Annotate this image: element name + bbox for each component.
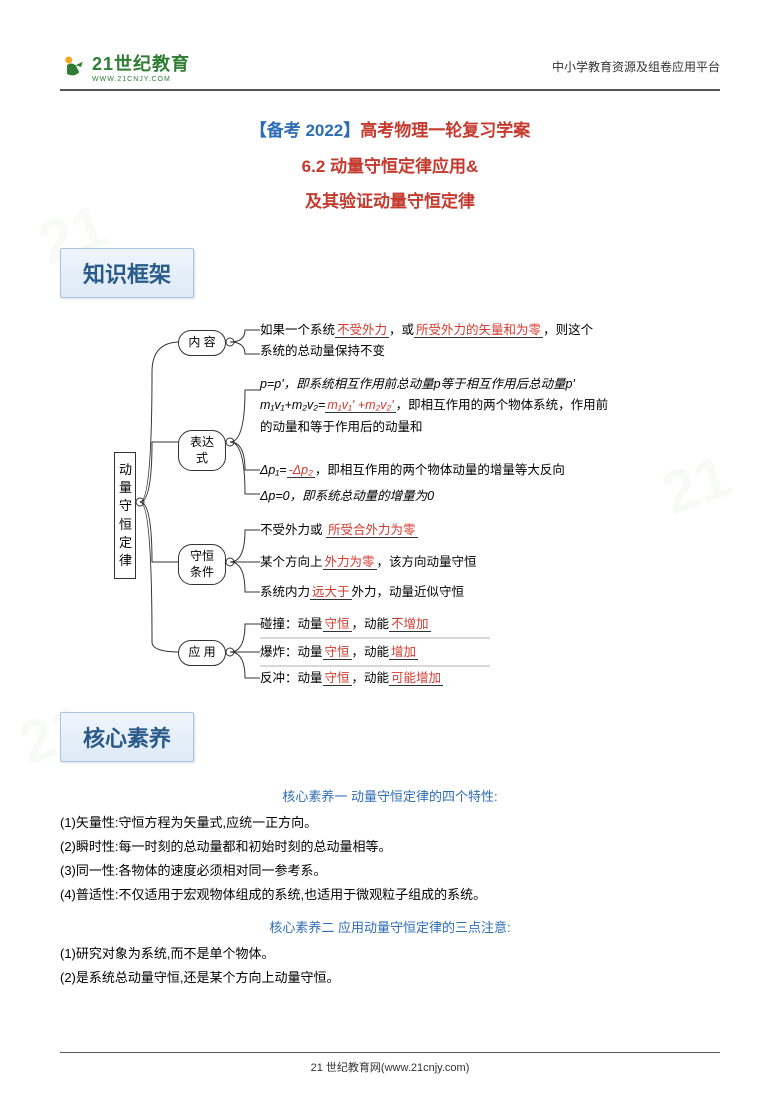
fill: 外力为零: [323, 555, 377, 570]
subheading-2: 核心素养二 应用动量守恒定律的三点注意:: [60, 917, 720, 936]
logo: 21世纪教育 WWW.21CNJY.COM: [60, 50, 190, 83]
fill: 不受外力: [335, 323, 389, 338]
content-c3c: 系统内力远大于外力，动量近似守恒: [260, 582, 464, 603]
text: ，动能: [352, 645, 390, 659]
list-item: (2)瞬时性:每一时刻的总动量都和初始时刻的总动量相等。: [60, 835, 720, 859]
title-line3: 及其验证动量守恒定律: [60, 184, 720, 220]
title-line2: 6.2 动量守恒定律应用&: [60, 149, 720, 185]
title-bracket: 【备考 2022】: [250, 121, 361, 140]
content-c4c: 反冲：动量守恒，动能可能增加: [260, 668, 443, 689]
node-application: 应 用: [178, 640, 226, 666]
logo-text: 21世纪教育: [92, 50, 190, 76]
title-block: 【备考 2022】高考物理一轮复习学案 6.2 动量守恒定律应用& 及其验证动量…: [60, 113, 720, 220]
page-footer: 21 世纪教育网(www.21cnjy.com): [0, 1052, 780, 1075]
footer-text: 21 世纪教育网(www.21cnjy.com): [311, 1062, 470, 1074]
list-item: (1)矢量性:守恒方程为矢量式,应统一正方向。: [60, 811, 720, 835]
section-core-literacy: 核心素养: [60, 712, 194, 762]
fill: 守恒: [323, 671, 352, 686]
text: 系统的总动量保持不变: [260, 344, 385, 358]
text: ，动能: [352, 671, 390, 685]
text: 不受外力或: [260, 523, 323, 537]
list-item: (4)普适性:不仅适用于宏观物体组成的系统,也适用于微观粒子组成的系统。: [60, 883, 720, 907]
text: ，则这个: [543, 323, 593, 337]
text: Δp₁=: [260, 463, 287, 477]
sub2-list: (1)研究对象为系统,而不是单个物体。 (2)是系统总动量守恒,还是某个方向上动…: [60, 942, 720, 990]
page-header: 21世纪教育 WWW.21CNJY.COM 中小学教育资源及组卷应用平台: [60, 50, 720, 91]
section-knowledge-framework: 知识框架: [60, 248, 194, 298]
node-condition: 守恒 条件: [178, 544, 226, 585]
logo-url: WWW.21CNJY.COM: [92, 76, 190, 83]
content-c2: p=p'，即系统相互作用前总动量p等于相互作用后总动量p' m₁v₁+m₂v₂=…: [260, 374, 720, 438]
content-c1: 如果一个系统不受外力，或所受外力的矢量和为零，则这个 系统的总动量保持不变: [260, 320, 710, 363]
text: 如果一个系统: [260, 323, 335, 337]
logo-icon: [60, 53, 88, 81]
content-c2e: Δp=0，即系统总动量的增量为0: [260, 486, 720, 507]
title-rest: 高考物理一轮复习学案: [360, 121, 530, 140]
text: 系统内力: [260, 585, 310, 599]
content-c3b: 某个方向上外力为零，该方向动量守恒: [260, 552, 477, 573]
fill: 所受合外力为零: [326, 523, 418, 538]
content-c3a: 不受外力或 所受合外力为零: [260, 520, 418, 541]
fill: -Δp₂: [287, 463, 315, 478]
text: 碰撞：动量: [260, 617, 323, 631]
text: ，即相互作用的两个物体动量的增量等大反向: [315, 463, 565, 477]
text: ，即相互作用的两个物体系统，作用前: [396, 398, 609, 412]
node-expression: 表达式: [178, 430, 226, 471]
content-c4b: 爆炸：动量守恒，动能增加: [260, 642, 418, 663]
diagram-root: 动量守恒定律: [114, 452, 136, 579]
text: 某个方向上: [260, 555, 323, 569]
text: 反冲：动量: [260, 671, 323, 685]
text: m₁v₁+m₂v₂=: [260, 398, 325, 412]
text: ，该方向动量守恒: [377, 555, 477, 569]
list-item: (2)是系统总动量守恒,还是某个方向上动量守恒。: [60, 966, 720, 990]
fill: 守恒: [323, 645, 352, 660]
text: ，动能: [352, 617, 390, 631]
node-content: 内 容: [178, 330, 226, 356]
fill: 守恒: [323, 617, 352, 632]
fill: 所受外力的矢量和为零: [414, 323, 543, 338]
text: p=p'，即系统相互作用前总动量p等于相互作用后总动量p': [260, 377, 575, 391]
list-item: (1)研究对象为系统,而不是单个物体。: [60, 942, 720, 966]
fill: m₁v₁' +m₂v₂': [325, 398, 395, 413]
header-description: 中小学教育资源及组卷应用平台: [552, 58, 720, 75]
concept-diagram: 动量守恒定律 内 容 表达式 守恒 条件 应 用 如果一个系统不受外力，或所受外…: [60, 312, 720, 692]
content-c2d: Δp₁=-Δp₂，即相互作用的两个物体动量的增量等大反向: [260, 460, 720, 481]
text: 爆炸：动量: [260, 645, 323, 659]
fill: 不增加: [389, 617, 431, 632]
text: Δp=0，即系统总动量的增量为0: [260, 489, 434, 503]
text: 的动量和等于作用后的动量和: [260, 420, 423, 434]
list-item: (3)同一性:各物体的速度必须相对同一参考系。: [60, 859, 720, 883]
text: 外力，动量近似守恒: [352, 585, 465, 599]
subheading-1: 核心素养一 动量守恒定律的四个特性:: [60, 786, 720, 805]
content-c4a: 碰撞：动量守恒，动能不增加: [260, 614, 431, 635]
diagram-root-label: 动量守恒定律: [119, 462, 132, 568]
fill: 可能增加: [389, 671, 443, 686]
fill: 增加: [389, 645, 418, 660]
fill: 远大于: [310, 585, 352, 600]
text: ，或: [389, 323, 414, 337]
sub1-list: (1)矢量性:守恒方程为矢量式,应统一正方向。 (2)瞬时性:每一时刻的总动量都…: [60, 811, 720, 907]
